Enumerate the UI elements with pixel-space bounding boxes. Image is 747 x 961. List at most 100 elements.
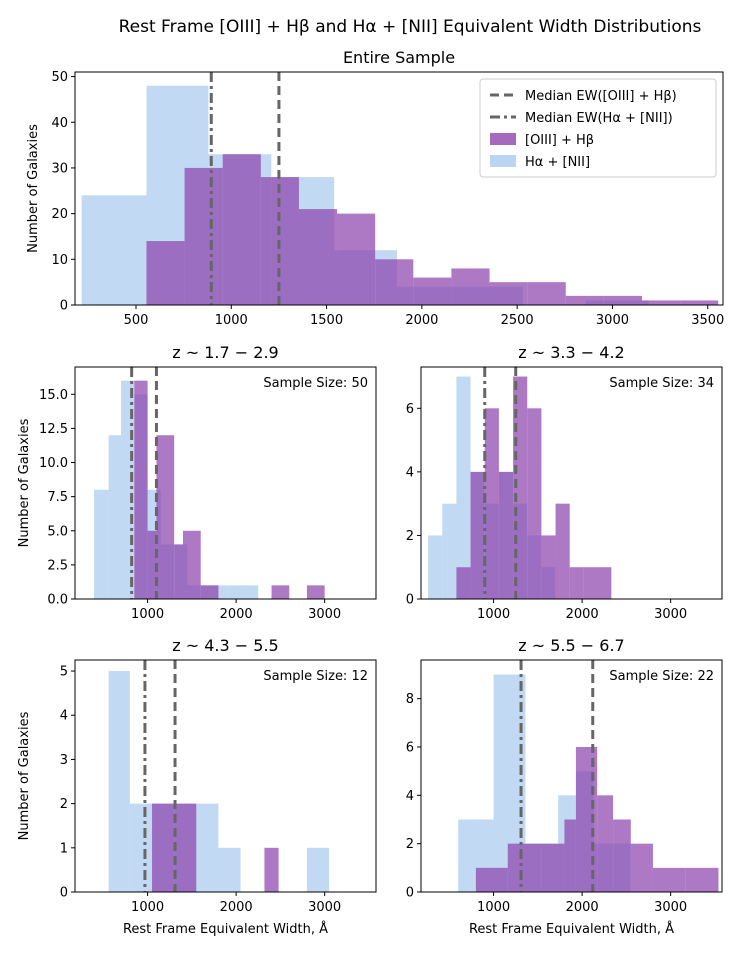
panel-title: Entire Sample	[343, 48, 455, 67]
oiii-bar	[174, 803, 197, 892]
axes-frame	[420, 659, 723, 893]
y-tick-label: 50	[51, 70, 68, 85]
y-tick-label: 10	[51, 253, 68, 268]
y-tick-label: 0.0	[47, 593, 68, 608]
oiii-bar	[271, 585, 290, 599]
y-tick-label: 30	[51, 161, 68, 176]
plot-area	[81, 72, 719, 305]
y-tick-label: 4	[406, 465, 414, 480]
x-tick-label: 3500	[691, 313, 724, 328]
oiii-bar	[475, 867, 508, 892]
x-tick-label: 1000	[131, 607, 164, 622]
legend-frame	[479, 78, 717, 178]
panel-z2: 1000 2000 3000 0 2 4 6 z ~ 3.3 − 4.2 Sample Size…	[406, 343, 723, 622]
ha-bar	[108, 435, 122, 599]
y-tick-label: 40	[51, 116, 68, 131]
panel-z1: 1000 2000 3000 0.0 2.5 5.0 7.5 10.0 12.5 15.0 z ~ …	[17, 343, 377, 622]
panel-title: z ~ 1.7 − 2.9	[172, 343, 278, 362]
x-tick-label: 1000	[477, 607, 510, 622]
oiii-bar	[183, 530, 201, 599]
oiii-bar	[541, 843, 565, 892]
oiii-bar	[156, 435, 175, 599]
plot-area	[428, 367, 612, 599]
oiii-bar	[451, 268, 490, 305]
x-tick-label: 3000	[596, 313, 629, 328]
y-tick-label: 0	[406, 886, 414, 901]
plot-area	[94, 367, 325, 599]
ha-bar	[428, 535, 443, 599]
legend-ha-swatch	[490, 155, 516, 167]
ha-bar	[218, 847, 241, 892]
y-tick-label: 1	[60, 841, 68, 856]
ha-bar	[442, 503, 457, 599]
oiii-bar	[489, 282, 528, 305]
y-axis-label: Number of Galaxies	[17, 711, 32, 840]
x-tick-label: 1000	[131, 900, 164, 915]
y-tick-label: 4	[406, 789, 414, 804]
x-tick-label: 3000	[308, 607, 341, 622]
y-tick-label: 15.0	[39, 388, 68, 403]
oiii-bar	[565, 295, 604, 305]
x-tick-label: 3000	[308, 900, 341, 915]
oiii-bar	[222, 154, 261, 305]
ha-bar	[81, 195, 147, 305]
y-tick-label: 2	[60, 797, 68, 812]
ha-bar	[196, 803, 219, 892]
ha-bar	[240, 585, 259, 599]
panel-entire: 500 1000 1500 2000 2500 3000 3500 0 10 20 30 40 50 En…	[26, 48, 724, 328]
oiii-bar	[642, 300, 681, 305]
ha-bar	[94, 489, 109, 599]
y-tick-label: 10.0	[39, 456, 68, 471]
x-tick-label: 2500	[501, 313, 534, 328]
oiii-bar	[375, 259, 414, 305]
oiii-bar	[413, 277, 452, 305]
x-tick-label: 3000	[654, 607, 687, 622]
x-tick-label: 1000	[215, 313, 248, 328]
oiii-bar	[630, 843, 653, 892]
ha-bar	[306, 847, 330, 892]
axes-frame	[74, 659, 377, 893]
x-tick-label: 500	[124, 313, 149, 328]
axes-frame	[420, 366, 723, 600]
oiii-bar	[184, 167, 223, 305]
oiii-bar	[569, 567, 584, 599]
panel-z4: 1000 2000 3000 0 2 4 6 8 z ~ 5.5 − 6.7 Sample Siz…	[406, 636, 723, 937]
y-tick-label: 0	[406, 593, 414, 608]
legend-oiii-swatch	[490, 133, 516, 145]
oiii-bar	[264, 847, 279, 892]
y-axis-label: Number of Galaxies	[17, 418, 32, 547]
oiii-bar	[146, 241, 185, 305]
y-tick-label: 8	[406, 692, 414, 707]
y-tick-label: 5.0	[47, 524, 68, 539]
plot-area	[108, 660, 330, 892]
y-tick-label: 3	[60, 753, 68, 768]
oiii-bar	[527, 282, 566, 305]
y-tick-label: 2.5	[47, 558, 68, 573]
panel-z3: 1000 2000 3000 0 1 2 3 4 5 z ~ 4.3 − 5.5 Sample Si…	[17, 636, 377, 937]
x-axis-label: Rest Frame Equivalent Width, Å	[123, 921, 328, 937]
x-tick-label: 1500	[310, 313, 343, 328]
x-tick-label: 3000	[654, 900, 687, 915]
oiii-bar	[527, 408, 542, 599]
legend-oiii-label: [OIII] + Hβ	[525, 133, 594, 148]
oiii-bar	[541, 535, 556, 599]
y-tick-label: 6	[406, 741, 414, 756]
x-tick-label: 2000	[220, 607, 253, 622]
axes-frame	[74, 366, 377, 600]
plot-area	[458, 660, 719, 892]
panel-title: z ~ 4.3 − 5.5	[172, 636, 278, 655]
y-tick-label: 4	[60, 709, 68, 724]
oiii-bar	[470, 471, 485, 599]
legend-ha-label: Hα + [NII]	[525, 155, 590, 170]
panel-title: z ~ 3.3 − 4.2	[518, 343, 624, 362]
sample-size-label: Sample Size: 50	[263, 376, 368, 391]
y-tick-label: 20	[51, 207, 68, 222]
ha-bar	[108, 671, 130, 892]
oiii-bar	[603, 295, 642, 305]
sample-size-label: Sample Size: 12	[263, 669, 368, 684]
x-tick-label: 2000	[405, 313, 438, 328]
oiii-bar	[306, 585, 325, 599]
oiii-bar	[680, 300, 719, 305]
x-tick-label: 2000	[220, 900, 253, 915]
axes-frame	[74, 71, 724, 306]
